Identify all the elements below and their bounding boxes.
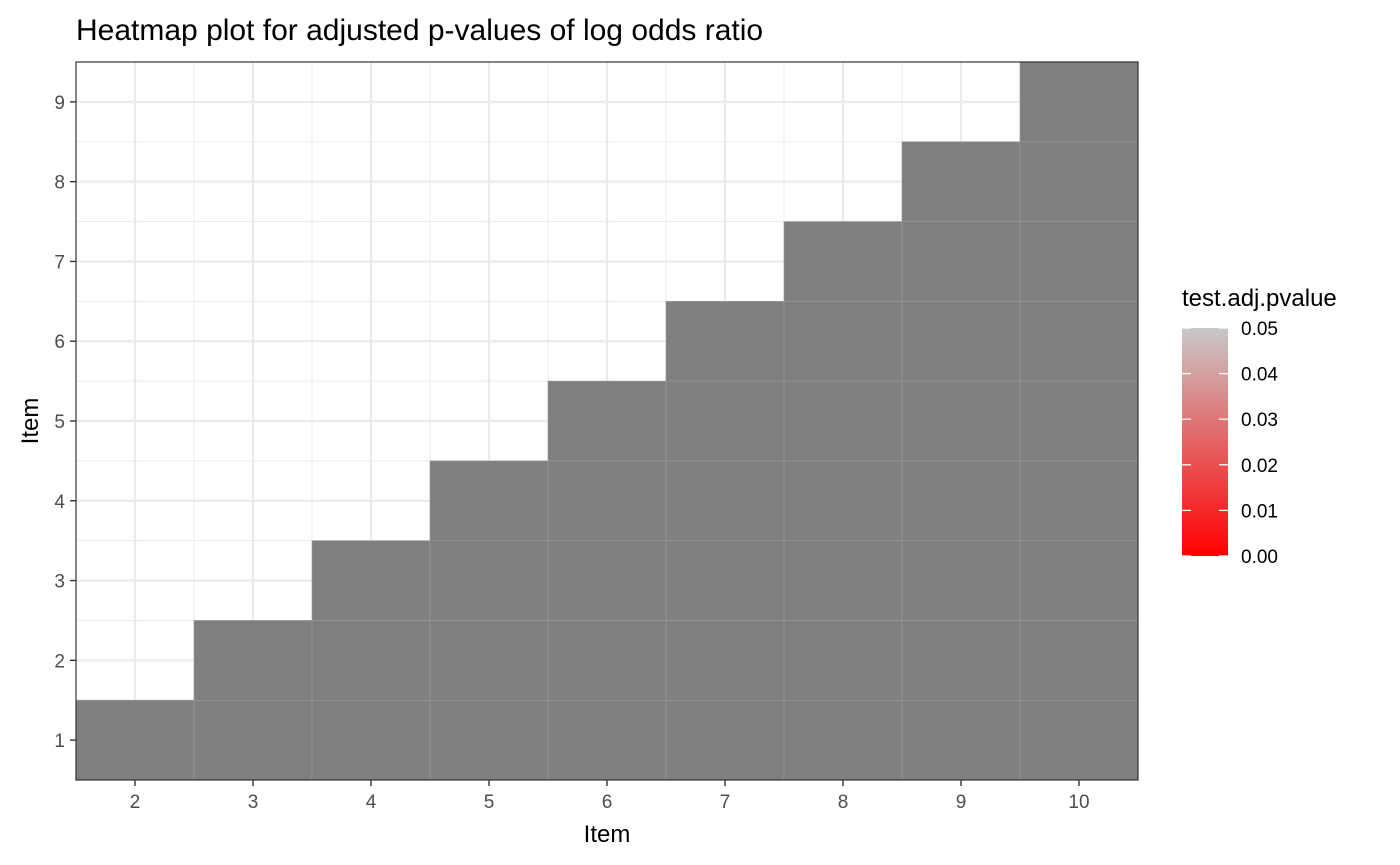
heatmap-cell-8-4 xyxy=(783,460,903,541)
heatmap-cell-4-2 xyxy=(311,620,431,701)
heatmap-cell-5-4 xyxy=(429,460,549,541)
heatmap-cell-8-7 xyxy=(783,221,903,302)
heatmap-cell-5-3 xyxy=(429,540,549,621)
x-tick-label: 3 xyxy=(248,792,259,813)
heatmap-cell-7-2 xyxy=(665,620,785,701)
legend-tick-label: 0.03 xyxy=(1241,410,1278,431)
legend: test.adj.pvalue 0.00 0.01 0.02 0.03 0.04 0.05 xyxy=(1182,285,1337,568)
heatmap-cell-9-6 xyxy=(901,301,1021,382)
heatmap-cell-9-8 xyxy=(901,141,1021,222)
y-tick-label: 7 xyxy=(54,252,65,273)
heatmap-cell-5-1 xyxy=(429,699,549,781)
legend-tick-label: 0.02 xyxy=(1241,456,1278,477)
x-tick-label: 9 xyxy=(956,792,967,813)
heatmap-cell-10-2 xyxy=(1019,620,1139,701)
x-tick-label: 8 xyxy=(838,792,849,813)
heatmap-cell-6-1 xyxy=(547,699,667,781)
heatmap-cell-2-1 xyxy=(75,699,195,781)
x-tick-label: 4 xyxy=(366,792,377,813)
heatmap-cell-8-2 xyxy=(783,620,903,701)
y-tick-label: 2 xyxy=(54,651,65,672)
heatmap-cell-7-5 xyxy=(665,380,785,462)
legend-tick-label: 0.00 xyxy=(1241,547,1278,568)
heatmap-cell-6-4 xyxy=(547,460,667,541)
heatmap-cell-7-1 xyxy=(665,699,785,781)
legend-colorbar xyxy=(1182,328,1228,556)
plot-panel: 2 3 4 5 6 7 8 9 10 1 2 3 4 5 6 7 8 9 xyxy=(54,61,1139,813)
heatmap-cell-10-8 xyxy=(1019,141,1139,222)
heatmap-cell-9-3 xyxy=(901,540,1021,621)
y-tick-label: 4 xyxy=(54,492,65,513)
heatmap-cell-9-1 xyxy=(901,699,1021,781)
y-tick-label: 9 xyxy=(54,93,65,114)
heatmap-cell-10-1 xyxy=(1019,699,1139,781)
y-tick-label: 3 xyxy=(54,572,65,593)
heatmap-cell-7-6 xyxy=(665,301,785,382)
heatmap-cell-10-6 xyxy=(1019,301,1139,382)
legend-tick-label: 0.05 xyxy=(1241,319,1278,340)
heatmap-cell-10-7 xyxy=(1019,221,1139,302)
heatmap-cell-3-2 xyxy=(193,620,313,701)
legend-title: test.adj.pvalue xyxy=(1182,285,1337,312)
heatmap-cell-9-2 xyxy=(901,620,1021,701)
x-axis-title: Item xyxy=(584,821,631,848)
heatmap-cell-9-4 xyxy=(901,460,1021,541)
heatmap-cell-7-3 xyxy=(665,540,785,621)
chart-title: Heatmap plot for adjusted p-values of lo… xyxy=(76,14,763,47)
heatmap-cell-8-1 xyxy=(783,699,903,781)
heatmap-cell-9-7 xyxy=(901,221,1021,302)
heatmap-cell-8-5 xyxy=(783,380,903,462)
heatmap-cell-9-5 xyxy=(901,380,1021,462)
x-tick-label: 10 xyxy=(1068,792,1089,813)
heatmap-cell-8-6 xyxy=(783,301,903,382)
heatmap-cell-5-2 xyxy=(429,620,549,701)
x-tick-label: 5 xyxy=(484,792,495,813)
heatmap-cell-4-1 xyxy=(311,699,431,781)
x-tick-label: 7 xyxy=(720,792,731,813)
heatmap-cell-6-5 xyxy=(547,380,667,462)
heatmap-cell-7-4 xyxy=(665,460,785,541)
heatmap-cell-10-3 xyxy=(1019,540,1139,621)
heatmap-cell-10-9 xyxy=(1019,61,1139,143)
heatmap-cell-3-1 xyxy=(193,699,313,781)
heatmap-cell-10-5 xyxy=(1019,380,1139,462)
heatmap-cell-10-4 xyxy=(1019,460,1139,541)
x-tick-label: 2 xyxy=(130,792,141,813)
heatmap-cell-6-3 xyxy=(547,540,667,621)
legend-tick-label: 0.01 xyxy=(1241,501,1278,522)
legend-tick-label: 0.04 xyxy=(1241,365,1278,386)
y-tick-label: 6 xyxy=(54,332,65,353)
heatmap-cell-4-3 xyxy=(311,540,431,621)
y-tick-label: 1 xyxy=(54,731,65,752)
heatmap-cell-6-2 xyxy=(547,620,667,701)
x-tick-label: 6 xyxy=(602,792,613,813)
heatmap-cell-8-3 xyxy=(783,540,903,621)
y-tick-label: 5 xyxy=(54,412,65,433)
y-axis-title: Item xyxy=(17,398,44,445)
y-tick-label: 8 xyxy=(54,173,65,194)
